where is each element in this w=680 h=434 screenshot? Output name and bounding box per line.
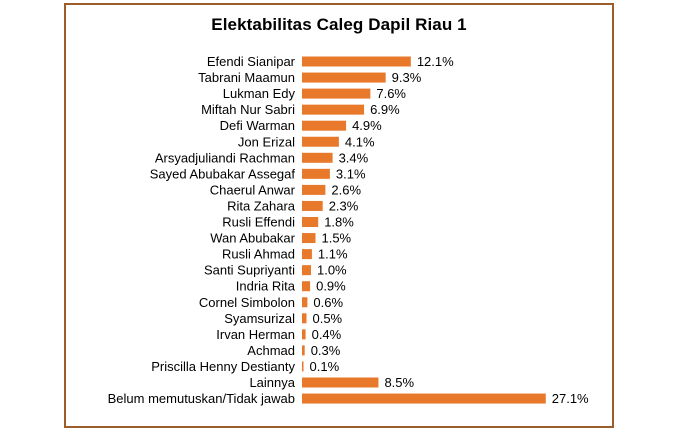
category-label: Rusli Ahmad [222, 247, 295, 262]
category-label: Santi Supriyanti [204, 263, 295, 278]
category-label: Indria Rita [236, 279, 296, 294]
category-label: Tabrani Maamun [198, 70, 295, 85]
bar [302, 120, 347, 131]
bar [302, 136, 339, 147]
category-label: Lainnya [249, 375, 295, 390]
category-label: Rusli Effendi [222, 215, 295, 230]
bar [302, 184, 326, 195]
category-label: Achmad [247, 343, 295, 358]
data-label: 4.9% [352, 118, 382, 133]
category-label: Priscilla Henny Destianty [151, 359, 295, 374]
data-label: 2.3% [329, 198, 359, 213]
data-label: 12.1% [417, 54, 454, 69]
data-label: 3.1% [336, 166, 366, 181]
category-label: Chaerul Anwar [210, 182, 296, 197]
category-label: Arsyadjuliandi Rachman [155, 150, 295, 165]
category-label: Lukman Edy [223, 86, 296, 101]
bar [302, 233, 316, 244]
data-label: 4.1% [345, 134, 375, 149]
category-label: Sayed Abubakar Assegaf [150, 166, 296, 181]
data-label: 1.5% [321, 231, 351, 246]
category-label: Defi Warman [220, 118, 295, 133]
bar [302, 104, 365, 115]
category-label: Wan Abubakar [210, 231, 295, 246]
bar [302, 345, 305, 356]
category-label: Irvan Herman [216, 327, 295, 342]
data-label: 0.1% [310, 359, 340, 374]
bar [302, 152, 333, 163]
category-label: Rita Zahara [227, 198, 296, 213]
bar [302, 329, 306, 340]
bar [302, 88, 371, 99]
data-label: 6.9% [370, 102, 400, 117]
category-label: Syamsurizal [224, 311, 295, 326]
data-label: 8.5% [384, 375, 414, 390]
data-label: 0.9% [316, 279, 346, 294]
bar [302, 377, 379, 388]
category-label: Efendi Sianipar [207, 54, 296, 69]
category-label: Jon Erizal [238, 134, 295, 149]
bar [302, 361, 304, 372]
data-label: 0.6% [313, 295, 343, 310]
data-label: 1.1% [318, 247, 348, 262]
bar [302, 297, 308, 308]
bar [302, 72, 386, 83]
data-label: 0.5% [312, 311, 342, 326]
bar [302, 313, 307, 324]
bar [302, 249, 312, 260]
data-label: 3.4% [339, 150, 369, 165]
bar [302, 168, 330, 179]
category-label: Belum memutuskan/Tidak jawab [108, 391, 295, 406]
data-label: 1.8% [324, 215, 354, 230]
bar [302, 200, 323, 211]
data-label: 7.6% [376, 86, 406, 101]
data-label: 2.6% [331, 182, 361, 197]
data-label: 1.0% [317, 263, 347, 278]
bar [302, 56, 411, 67]
data-label: 0.3% [311, 343, 341, 358]
bar [302, 265, 311, 276]
bar [302, 393, 546, 404]
data-label: 0.4% [312, 327, 342, 342]
category-label: Cornel Simbolon [199, 295, 295, 310]
bar [302, 217, 319, 227]
data-label: 9.3% [392, 70, 422, 85]
bar [302, 281, 311, 292]
chart-title: Elektabilitas Caleg Dapil Riau 1 [211, 15, 467, 34]
category-label: Miftah Nur Sabri [201, 102, 295, 117]
data-label: 27.1% [552, 391, 589, 406]
